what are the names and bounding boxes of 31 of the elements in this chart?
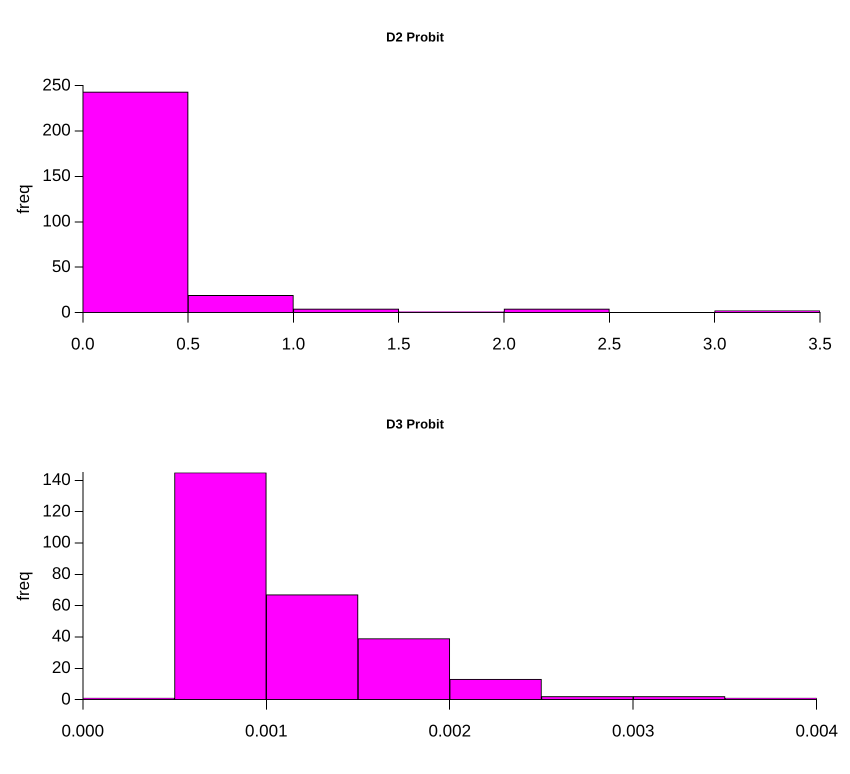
x-tick-label: 0.002 [428,721,472,740]
chart-title: D2 Probit [386,29,445,44]
y-tick-label: 100 [42,532,71,552]
y-axis-title: freq [14,571,33,601]
y-tick-label: 80 [52,564,71,584]
y-tick-label: 100 [42,211,71,230]
y-tick-label: 50 [52,256,71,276]
x-tick-label: 0.5 [176,334,200,354]
y-axis-title: freq [14,184,33,214]
y-tick-label: 250 [42,75,71,94]
x-tick-label: 2.5 [598,334,622,354]
x-tick-label: 1.0 [282,334,306,354]
x-tick-label: 0.000 [61,721,104,740]
x-tick-label: 0.003 [612,721,655,740]
x-tick-label: 0.001 [244,721,288,740]
y-tick-label: 150 [42,166,71,186]
x-tick-label: 0.004 [795,721,838,740]
x-tick-label: 3.5 [808,334,832,354]
y-tick-label: 0 [61,689,71,708]
y-tick-label: 0 [61,302,71,322]
x-tick-label: 0.0 [70,334,95,354]
y-tick-label: 120 [42,501,71,520]
y-tick-label: 20 [52,658,71,677]
x-tick-label: 2.0 [492,334,516,354]
chart-title: D3 Probit [386,416,445,432]
x-tick-label: 1.5 [386,334,411,354]
x-tick-label: 3.0 [702,334,726,354]
y-tick-label: 40 [52,626,71,646]
y-tick-label: 200 [42,120,71,140]
y-tick-label: 60 [52,595,71,614]
y-tick-label: 140 [42,470,71,490]
